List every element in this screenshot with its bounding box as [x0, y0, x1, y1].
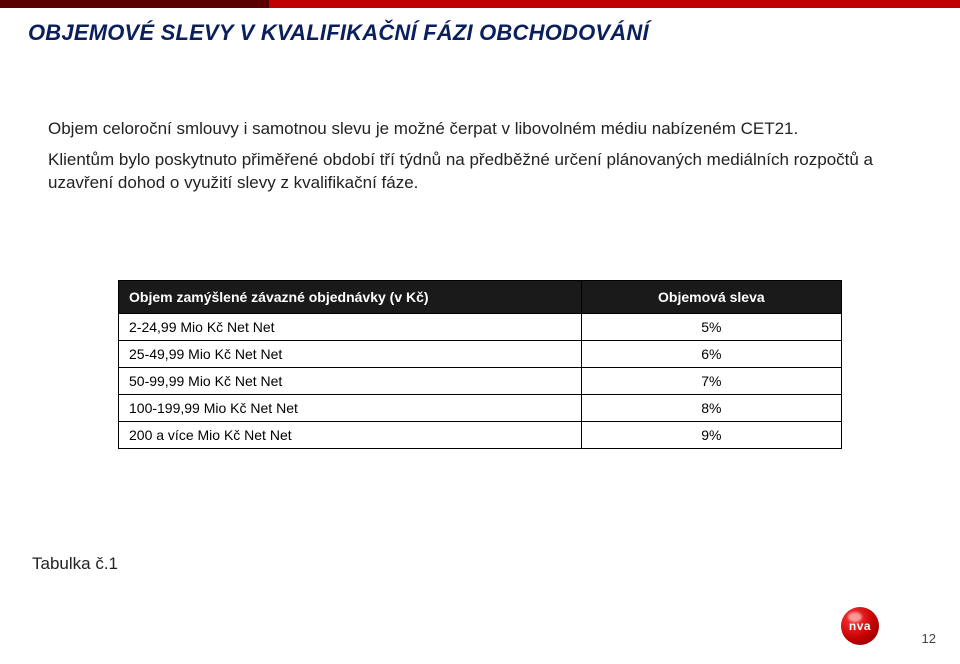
cell-discount: 5%	[581, 314, 841, 341]
slide: OBJEMOVÉ SLEVY V KVALIFIKAČNÍ FÁZI OBCHO…	[0, 0, 960, 664]
logo-text: nva	[849, 619, 871, 633]
accent-stripe	[0, 0, 960, 8]
cell-volume: 100-199,99 Mio Kč Net Net	[119, 395, 582, 422]
cell-volume: 200 a více Mio Kč Net Net	[119, 422, 582, 449]
table-row: 2-24,99 Mio Kč Net Net 5%	[119, 314, 842, 341]
table-caption: Tabulka č.1	[32, 554, 118, 574]
nova-logo: nva	[830, 606, 890, 646]
col-header-discount: Objemová sleva	[581, 281, 841, 314]
table-row: 200 a více Mio Kč Net Net 9%	[119, 422, 842, 449]
page-number: 12	[922, 631, 936, 646]
cell-discount: 9%	[581, 422, 841, 449]
body-text: Objem celoroční smlouvy i samotnou slevu…	[48, 118, 900, 203]
page-title: OBJEMOVÉ SLEVY V KVALIFIKAČNÍ FÁZI OBCHO…	[28, 20, 649, 46]
cell-discount: 6%	[581, 341, 841, 368]
cell-volume: 2-24,99 Mio Kč Net Net	[119, 314, 582, 341]
accent-dark	[0, 0, 269, 8]
col-header-volume: Objem zamýšlené závazné objednávky (v Kč…	[119, 281, 582, 314]
paragraph-2: Klientům bylo poskytnuto přiměřené obdob…	[48, 149, 900, 195]
cell-discount: 8%	[581, 395, 841, 422]
table-row: 50-99,99 Mio Kč Net Net 7%	[119, 368, 842, 395]
table: Objem zamýšlené závazné objednávky (v Kč…	[118, 280, 842, 449]
table-row: 100-199,99 Mio Kč Net Net 8%	[119, 395, 842, 422]
cell-volume: 50-99,99 Mio Kč Net Net	[119, 368, 582, 395]
table-row: 25-49,99 Mio Kč Net Net 6%	[119, 341, 842, 368]
accent-red	[269, 0, 960, 8]
logo-ball-icon: nva	[841, 607, 879, 645]
discount-table: Objem zamýšlené závazné objednávky (v Kč…	[118, 280, 842, 449]
cell-discount: 7%	[581, 368, 841, 395]
cell-volume: 25-49,99 Mio Kč Net Net	[119, 341, 582, 368]
paragraph-1: Objem celoroční smlouvy i samotnou slevu…	[48, 118, 900, 141]
table-header-row: Objem zamýšlené závazné objednávky (v Kč…	[119, 281, 842, 314]
